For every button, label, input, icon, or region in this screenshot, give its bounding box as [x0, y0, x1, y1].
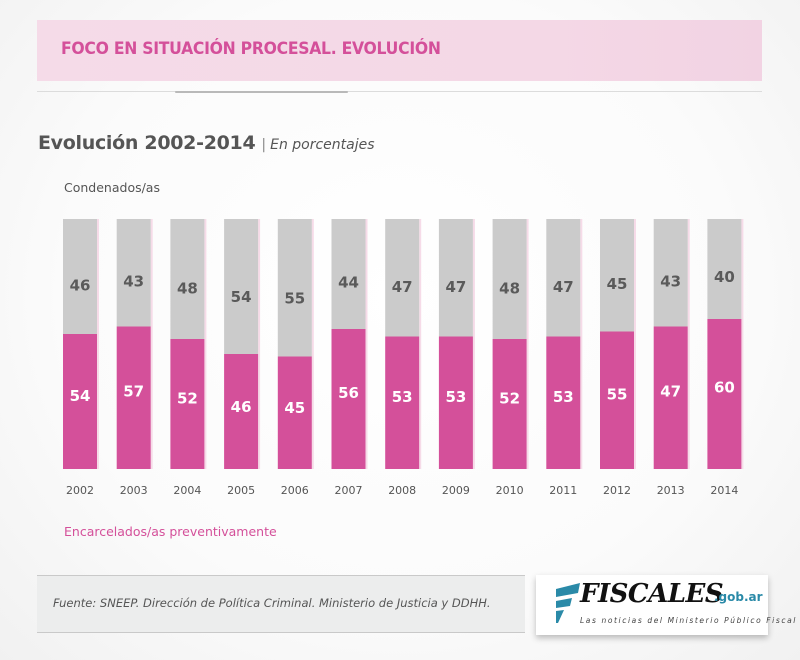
- bar-condenados-2012: [600, 219, 634, 332]
- label-condenados-2002: 46: [70, 277, 91, 295]
- bar-encarcelados-2006: [277, 356, 312, 469]
- x-tick-2011: 2011: [549, 484, 577, 497]
- label-encarcelados-2010: 52: [499, 390, 520, 408]
- label-encarcelados-2002: 54: [70, 387, 91, 405]
- label-condenados-2007: 44: [338, 274, 359, 292]
- bar-encarcelados-2012: [600, 331, 634, 469]
- bar-condenados-2014: [707, 219, 742, 319]
- label-condenados-2012: 45: [607, 275, 628, 293]
- bar-shadow: [687, 219, 690, 469]
- bar-shadow: [258, 219, 261, 469]
- bar-shadow: [97, 219, 99, 469]
- chart-title: Evolución 2002-2014: [38, 132, 256, 154]
- bar-condenados-2003: [116, 219, 151, 327]
- label-condenados-2014: 40: [714, 268, 735, 286]
- bar-encarcelados-2002: [63, 334, 97, 469]
- source-text: Fuente: SNEEP. Dirección de Política Cri…: [53, 596, 491, 610]
- bar-encarcelados-2005: [224, 354, 259, 469]
- stacked-bar-chart: 46 54 2002 43 57 2003 48 52 2004 54 46 2005 55 45 2006…: [63, 219, 744, 497]
- x-tick-2012: 2012: [603, 484, 631, 497]
- label-encarcelados-2011: 53: [553, 388, 574, 406]
- bar-shadow: [204, 219, 207, 469]
- fiscales-f-logo-icon: [556, 583, 580, 623]
- x-tick-2014: 2014: [710, 484, 738, 497]
- x-tick-2007: 2007: [335, 484, 363, 497]
- page-title: FOCO EN SITUACIÓN PROCESAL. EVOLUCIÓN: [61, 39, 441, 59]
- label-condenados-2003: 43: [123, 272, 144, 290]
- bar-condenados-2010: [492, 219, 527, 339]
- bar-shadow: [311, 219, 314, 469]
- x-tick-2009: 2009: [442, 484, 470, 497]
- x-tick-2005: 2005: [227, 484, 255, 497]
- label-encarcelados-2003: 57: [123, 383, 144, 401]
- bar-condenados-2002: [63, 219, 97, 334]
- bar-encarcelados-2009: [438, 336, 473, 469]
- x-tick-2013: 2013: [657, 484, 685, 497]
- label-encarcelados-2014: 60: [714, 379, 735, 397]
- bar-condenados-2006: [277, 219, 312, 357]
- label-condenados-2006: 55: [284, 289, 305, 307]
- label-condenados-2004: 48: [177, 279, 198, 297]
- bar-condenados-2005: [224, 219, 259, 354]
- fiscales-logo[interactable]: FISCALES .gob.ar Las noticias del Minist…: [536, 575, 795, 635]
- x-tick-2002: 2002: [66, 484, 94, 497]
- bar-shadow: [741, 219, 744, 469]
- label-condenados-2005: 54: [231, 288, 252, 306]
- title-separator: |: [261, 137, 267, 153]
- logo-tagline: Las noticias del Ministerio Público Fisc…: [580, 616, 797, 625]
- bar-encarcelados-2003: [116, 326, 151, 469]
- label-encarcelados-2005: 46: [231, 398, 252, 416]
- bar-condenados-2008: [385, 219, 420, 337]
- legend-encarcelados: Encarcelados/as preventivamente: [64, 524, 277, 539]
- label-encarcelados-2004: 52: [177, 390, 198, 408]
- bar-condenados-2009: [438, 219, 473, 337]
- bar-shadow: [526, 219, 529, 469]
- bar-shadow: [150, 219, 153, 469]
- bar-encarcelados-2013: [653, 326, 688, 469]
- legend-condenados: Condenados/as: [64, 180, 160, 195]
- x-tick-2003: 2003: [120, 484, 148, 497]
- header-divider-accent: [175, 91, 348, 93]
- bar-encarcelados-2008: [385, 336, 420, 469]
- label-encarcelados-2012: 55: [607, 385, 628, 403]
- label-encarcelados-2009: 53: [445, 388, 466, 406]
- logo-wordmark: FISCALES: [580, 579, 724, 609]
- header-band: FOCO EN SITUACIÓN PROCESAL. EVOLUCIÓN: [37, 20, 762, 81]
- label-condenados-2010: 48: [499, 279, 520, 297]
- label-encarcelados-2006: 45: [284, 399, 305, 417]
- bar-shadow: [365, 219, 368, 469]
- bar-shadow: [472, 219, 475, 469]
- x-tick-2010: 2010: [496, 484, 524, 497]
- logo-domain: .gob.ar: [714, 590, 763, 604]
- bar-shadow: [419, 219, 422, 469]
- source-footer: Fuente: SNEEP. Dirección de Política Cri…: [37, 575, 525, 633]
- label-condenados-2008: 47: [392, 278, 413, 296]
- header-divider: [37, 91, 762, 92]
- bar-condenados-2004: [170, 219, 205, 339]
- bar-shadow: [580, 219, 583, 469]
- bar-encarcelados-2010: [492, 339, 527, 469]
- chart-units-note: En porcentajes: [270, 137, 375, 153]
- label-condenados-2011: 47: [553, 278, 574, 296]
- bar-encarcelados-2014: [707, 319, 742, 469]
- bar-condenados-2013: [653, 219, 688, 327]
- bar-shadow: [634, 219, 636, 469]
- label-encarcelados-2008: 53: [392, 388, 413, 406]
- x-tick-2006: 2006: [281, 484, 309, 497]
- label-condenados-2009: 47: [445, 278, 466, 296]
- bar-encarcelados-2011: [546, 336, 581, 469]
- label-encarcelados-2007: 56: [338, 384, 359, 402]
- label-encarcelados-2013: 47: [660, 383, 681, 401]
- bar-condenados-2011: [546, 219, 581, 337]
- bar-condenados-2007: [331, 219, 366, 329]
- x-tick-2008: 2008: [388, 484, 416, 497]
- bar-encarcelados-2007: [331, 329, 366, 469]
- label-condenados-2013: 43: [660, 272, 681, 290]
- chart-heading: Evolución 2002-2014 | En porcentajes: [38, 132, 375, 154]
- x-tick-2004: 2004: [173, 484, 201, 497]
- bar-encarcelados-2004: [170, 339, 205, 469]
